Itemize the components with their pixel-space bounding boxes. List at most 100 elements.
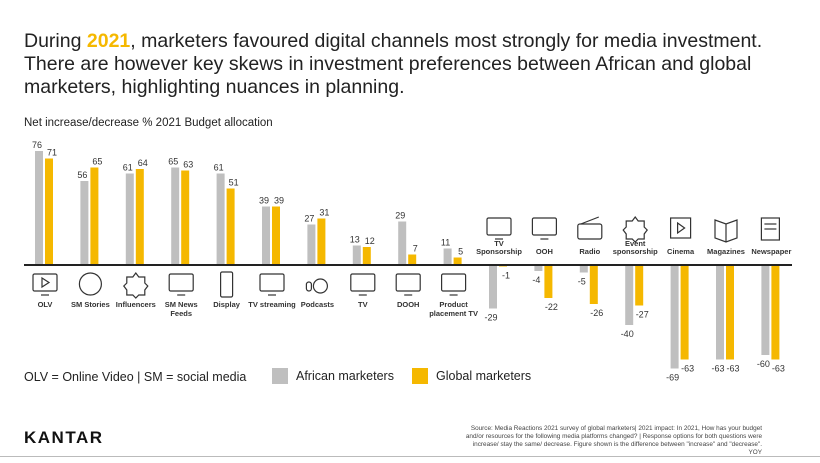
data-label: 65 [168,157,178,167]
category-label: OOH [536,247,553,256]
data-label: -1 [502,271,510,281]
tv-icon [350,273,376,296]
category-label: Feeds [170,309,192,318]
data-label: -29 [484,313,497,323]
bar-african [716,265,724,360]
bar-african [579,265,588,273]
bar-african [352,245,361,265]
bar-african [35,151,43,265]
legend-item-african: African marketers [272,368,394,384]
bar-global [226,188,235,265]
data-label: -63 [681,364,694,374]
tv-box-icon [441,273,467,296]
category-label: Radio [579,247,600,256]
chart-subtitle: Net increase/decrease % 2021 Budget allo… [24,117,273,129]
category-label: DOOH [397,300,420,309]
bar-global [544,265,553,298]
title-text-rest: , marketers favoured digital channels mo… [24,30,763,98]
data-label: 5 [458,247,463,257]
bar-african [216,173,225,265]
data-label: 65 [92,157,102,167]
divider [0,456,820,457]
category-label: placement TV [429,309,478,318]
category-label: SM Stories [71,300,110,309]
legend-swatch-global [412,368,428,384]
bar-global [90,167,99,265]
category-label: Display [213,300,241,309]
data-label: 13 [350,235,360,245]
slide-title: During 2021, marketers favoured digital … [24,30,784,99]
abbreviation-note: OLV = Online Video | SM = social media [24,370,247,384]
bar-global [45,158,53,265]
category-label: OLV [38,300,53,309]
data-label: 39 [274,196,284,206]
laptop-news-icon [168,273,194,296]
data-label: -63 [711,364,724,374]
bar-african [80,181,89,265]
bar-african [125,173,134,265]
category-label: Magazines [707,247,745,256]
film-icon [669,217,692,239]
verified-badge-icon [123,272,149,299]
bar-global [771,265,780,360]
data-label: 61 [214,163,224,173]
data-label: 39 [259,196,269,206]
data-label: 63 [183,160,193,170]
category-label: Podcasts [301,300,334,309]
category-label: Cinema [667,247,695,256]
kantar-logo: KANTAR [24,428,104,447]
category-label: Newspaper [751,247,791,256]
category-label: sponsorship [613,247,658,256]
category-label: Influencers [116,300,156,309]
stories-circle-icon [78,272,103,296]
title-text: During [24,30,87,52]
bar-african [398,221,407,265]
data-label: 76 [32,140,42,150]
category-label: Product [439,300,468,309]
category-label: Sponsorship [476,247,522,256]
bar-african [171,167,180,265]
newspaper-icon [760,217,781,241]
data-label: -5 [578,277,586,287]
bar-global [680,265,689,360]
data-label: -27 [636,310,649,320]
data-label: -22 [545,302,558,312]
title-highlight-year: 2021 [86,30,131,52]
data-label: 7 [413,244,418,254]
data-label: -4 [532,275,540,285]
bar-global [453,257,462,265]
category-label: SM News [165,300,198,309]
tv-broadcast-icon [259,273,285,296]
digital-billboard-icon [395,273,421,296]
bar-global [181,170,190,265]
bar-african [534,265,543,271]
data-label: 56 [77,170,87,180]
category-label: TV streaming [248,300,296,309]
data-label: 51 [229,178,239,188]
legend-item-global: Global marketers [412,368,531,384]
bar-global [317,218,326,265]
tablet-megaphone-icon [220,271,234,298]
bar-african [761,265,770,355]
data-label: -60 [757,359,770,369]
legend-label: African marketers [296,369,394,383]
data-label: 29 [395,211,405,221]
bar-global [408,254,417,265]
category-label: Event [625,239,646,248]
tv-handshake-icon [486,217,512,240]
data-label: 27 [304,214,314,224]
open-book-icon [714,219,738,243]
bar-african [307,224,316,265]
data-label: 61 [123,163,133,173]
data-label: -63 [726,364,739,374]
bar-african [489,265,497,309]
legend-swatch-african [272,368,288,384]
data-label: -63 [772,364,785,374]
bar-global [635,265,644,306]
laptop-play-icon [32,273,58,296]
event-star-icon [622,216,648,243]
data-label: 71 [47,148,57,158]
radio-icon [577,216,603,240]
bar-global [362,247,371,265]
